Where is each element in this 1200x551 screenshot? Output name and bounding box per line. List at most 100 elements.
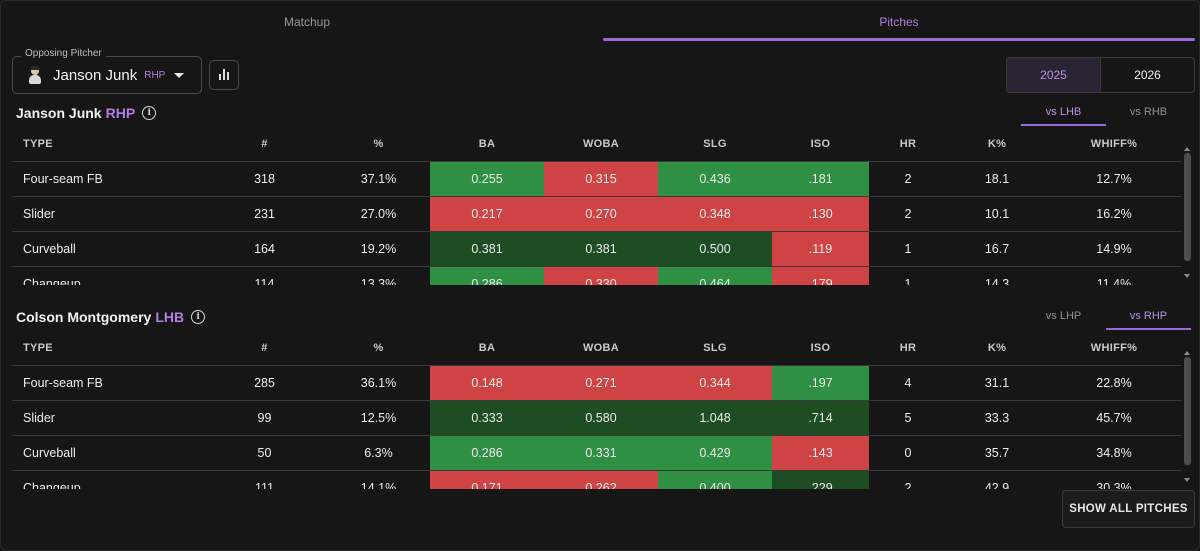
table-row[interactable]: Curveball 50 6.3% 0.286 0.331 0.429.143 0 35.7 3… [12,435,1181,471]
column-header[interactable]: TYPE [12,332,202,366]
column-header[interactable]: ISO [772,332,869,366]
cell-type: Slider [12,400,202,436]
split-vs-rhp[interactable]: vs RHP [1106,304,1191,330]
cell-slg: 0.464 [658,266,772,285]
column-header[interactable]: K% [947,128,1047,162]
scroll-down-icon[interactable] [1184,478,1190,482]
column-header[interactable]: WOBA [544,332,658,366]
cell-count: 114 [202,266,327,285]
column-header[interactable]: % [327,128,430,162]
column-header[interactable]: % [327,332,430,366]
tab-matchup[interactable]: Matchup [283,15,331,29]
column-header[interactable]: BA [430,128,544,162]
column-header[interactable]: WHIFF% [1047,332,1181,366]
table-row[interactable]: Slider 99 12.5% 0.333 0.580 1.048.714 5 33.3 45.… [12,400,1181,436]
cell-iso: .179 [772,266,869,285]
column-header[interactable]: BA [430,332,544,366]
table-header-row: TYPE #% BA WOBA SLG ISO HR K% WHIFF% [12,128,1181,162]
scroll-up-icon[interactable] [1184,351,1190,355]
cell-type: Changeup [12,470,202,489]
cell-count: 99 [202,400,327,436]
split-vs-lhb[interactable]: vs LHB [1021,100,1106,126]
cell-woba: 0.315 [544,161,658,197]
active-tab-indicator [603,38,1195,41]
cell-iso: .143 [772,435,869,471]
pitcher-section-title: Janson Junk RHP i [16,105,157,121]
column-header[interactable]: SLG [658,332,772,366]
year-2025-button[interactable]: 2025 [1007,58,1101,92]
batter-table-wrap: TYPE #% BA WOBA SLG ISO HR K% WHIFF% Four-seam F… [12,332,1181,489]
column-header[interactable]: # [202,332,327,366]
column-header[interactable]: TYPE [12,128,202,162]
cell-k: 10.1 [947,196,1047,232]
scroll-thumb[interactable] [1184,153,1191,261]
cell-whiff: 30.3% [1047,470,1181,489]
cell-count: 164 [202,231,327,267]
cell-ba: 0.286 [430,435,544,471]
pitcher-section-name: Janson Junk [16,105,102,121]
cell-whiff: 16.2% [1047,196,1181,232]
pitcher-select[interactable]: Janson Junk RHP [12,56,202,94]
cell-type: Changeup [12,266,202,285]
column-header[interactable]: ISO [772,128,869,162]
cell-pct: 6.3% [327,435,430,471]
cell-pct: 12.5% [327,400,430,436]
cell-type: Four-seam FB [12,161,202,197]
cell-count: 285 [202,365,327,401]
cell-iso: .119 [772,231,869,267]
cell-slg: 1.048 [658,400,772,436]
table-row[interactable]: Changeup 114 13.3% 0.286 0.330 0.464.179 1 14.3… [12,266,1181,285]
scroll-up-icon[interactable] [1184,147,1190,151]
cell-iso: .130 [772,196,869,232]
pitcher-table-scrollbar[interactable] [1183,147,1192,278]
batter-pitch-table: TYPE #% BA WOBA SLG ISO HR K% WHIFF% Four-seam F… [12,332,1181,489]
column-header[interactable]: WOBA [544,128,658,162]
scroll-down-icon[interactable] [1184,274,1190,278]
column-header[interactable]: # [202,128,327,162]
split-vs-lhp[interactable]: vs LHP [1045,310,1082,322]
cell-slg: 0.348 [658,196,772,232]
column-header[interactable]: SLG [658,128,772,162]
info-icon[interactable]: i [191,310,206,324]
cell-hr: 1 [869,266,947,285]
batter-table-scrollbar[interactable] [1183,351,1192,482]
cell-type: Curveball [12,435,202,471]
cell-hr: 5 [869,400,947,436]
cell-k: 16.7 [947,231,1047,267]
opposing-pitcher-label: Opposing Pitcher [21,48,106,59]
show-all-pitches-button[interactable]: SHOW ALL PITCHES [1062,490,1195,528]
batter-section-title: Colson Montgomery LHB i [16,309,206,325]
pitcher-select-hand: RHP [144,69,166,81]
pitcher-select-name: Janson Junk [53,66,138,84]
caret-down-icon [174,72,185,78]
cell-whiff: 34.8% [1047,435,1181,471]
bar-chart-icon [219,74,221,80]
cell-whiff: 22.8% [1047,365,1181,401]
column-header[interactable]: K% [947,332,1047,366]
tab-pitches[interactable]: Pitches [879,15,919,29]
split-vs-rhb[interactable]: vs RHB [1129,106,1168,118]
cell-type: Four-seam FB [12,365,202,401]
table-row[interactable]: Curveball 164 19.2% 0.381 0.381 0.500.119 1 16.… [12,231,1181,267]
year-2026-button[interactable]: 2026 [1134,68,1161,82]
table-row[interactable]: Four-seam FB 318 37.1% 0.255 0.315 0.436.181 2… [12,161,1181,197]
column-header[interactable]: HR [869,128,947,162]
scroll-thumb[interactable] [1184,357,1191,465]
cell-woba: 0.271 [544,365,658,401]
cell-count: 50 [202,435,327,471]
info-icon[interactable]: i [142,106,157,120]
cell-k: 35.7 [947,435,1047,471]
batter-section-hand: LHB [155,309,185,325]
cell-k: 42.9 [947,470,1047,489]
bar-chart-button[interactable] [209,60,239,90]
column-header[interactable]: WHIFF% [1047,128,1181,162]
pitcher-pitch-table: TYPE #% BA WOBA SLG ISO HR K% WHIFF% Four-seam F… [12,128,1181,285]
table-row[interactable]: Changeup 111 14.1% 0.171 0.262 0.400.229 2 42.9… [12,470,1181,489]
table-row[interactable]: Four-seam FB 285 36.1% 0.148 0.271 0.344.197 4… [12,365,1181,401]
cell-whiff: 11.4% [1047,266,1181,285]
table-row[interactable]: Slider 231 27.0% 0.217 0.270 0.348.130 2 10.1 16… [12,196,1181,232]
batter-split-tabs: vs LHP vs RHP [1021,304,1191,330]
cell-slg: 0.436 [658,161,772,197]
cell-woba: 0.330 [544,266,658,285]
column-header[interactable]: HR [869,332,947,366]
